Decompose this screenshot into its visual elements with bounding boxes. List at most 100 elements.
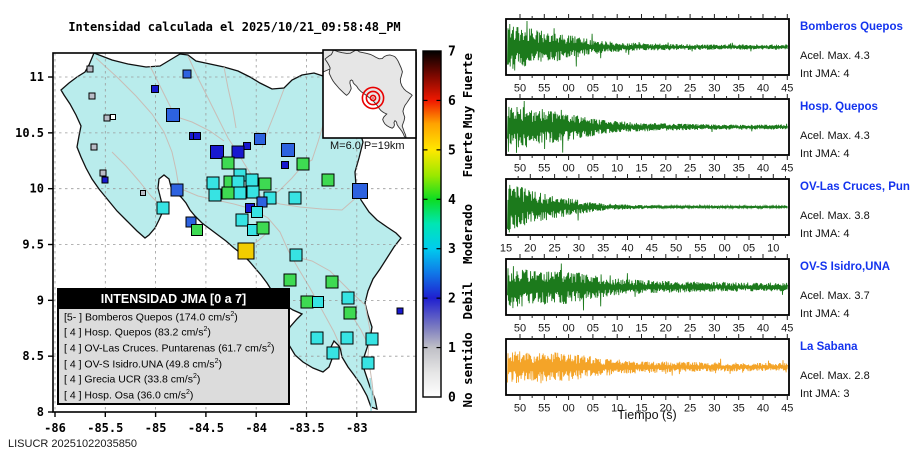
intensity-legend: INTENSIDAD JMA [0 a 7] [5- ] Bomberos Qu… xyxy=(57,288,290,406)
colorbar-tick-label: 2 xyxy=(448,292,456,307)
station-name: Hosp. Quepos xyxy=(800,101,878,113)
waveform-tick-label: 55 xyxy=(694,243,706,255)
station-marker xyxy=(243,142,251,150)
legend-body: [5- ] Bomberos Quepos (174.0 cm/s2) [ 4 ]… xyxy=(59,309,288,403)
x-tick-label: -84 xyxy=(245,421,267,435)
waveform-tick-label: 15 xyxy=(635,403,647,415)
accel-max-label: Acel. Max. 2.8 xyxy=(800,370,870,382)
waveform-tick-label: 35 xyxy=(733,83,745,95)
station-marker xyxy=(288,191,302,205)
waveform-trace xyxy=(507,351,788,384)
time-axis-label: Tiempo (s) xyxy=(617,408,676,422)
station-marker xyxy=(103,114,111,122)
y-tick-label: 9.5 xyxy=(22,238,44,252)
waveform-tick-label: 10 xyxy=(767,243,779,255)
station-name: La Sabana xyxy=(800,341,858,353)
station-marker xyxy=(281,143,295,157)
colorbar-tick-label: 1 xyxy=(448,341,456,356)
waveform-panel: 50 55 00 05 10 15 20 25 30 35 40 45 OV-S Isidro,UNA A… xyxy=(505,254,890,335)
waveform-tick-label: 40 xyxy=(757,163,769,175)
station-name: OV-Las Cruces, Puntar xyxy=(800,181,910,193)
waveform-tick-label: 40 xyxy=(621,243,633,255)
waveform-tick-label: 45 xyxy=(781,163,793,175)
station-marker xyxy=(396,307,404,315)
y-tick-label: 8 xyxy=(37,405,44,419)
intensity-category-label: Moderado xyxy=(460,204,475,264)
station-marker xyxy=(289,248,303,262)
legend-title: INTENSIDAD JMA [0 a 7] xyxy=(59,290,288,309)
waveform-trace xyxy=(507,100,788,153)
station-marker xyxy=(310,331,324,345)
y-tick-label: 9 xyxy=(37,293,44,307)
station-marker xyxy=(231,175,245,189)
station-marker xyxy=(246,185,260,199)
station-marker xyxy=(182,69,192,79)
colorbar-tick-label: 6 xyxy=(448,94,456,109)
x-tick-label: -84.5 xyxy=(188,421,224,435)
inset-map: M=6.0 P=19km xyxy=(322,49,417,152)
waveform-tick-label: 05 xyxy=(587,323,599,335)
map-axis-labels: -86 -85.5 -85 -84.5 -84 -83.5 -83 8 8.5 9 9.5 10 10.… xyxy=(15,70,368,435)
station-marker xyxy=(206,176,220,190)
station-marker xyxy=(151,85,159,93)
colorbar-tick-label: 7 xyxy=(448,45,456,60)
waveform-tick-label: 35 xyxy=(733,163,745,175)
waveform-tick-label: 35 xyxy=(733,403,745,415)
x-tick-label: -85.5 xyxy=(87,421,123,435)
waveform-tick-label: 15 xyxy=(500,243,512,255)
x-tick-label: -83.5 xyxy=(288,421,324,435)
station-marker xyxy=(321,173,335,187)
station-marker xyxy=(365,332,379,346)
page-title: Intensidad calculada el 2025/10/21_09:58… xyxy=(68,20,401,34)
station-marker xyxy=(341,291,355,305)
station-marker xyxy=(256,221,270,235)
waveform-tick-label: 50 xyxy=(514,163,526,175)
station-marker xyxy=(110,114,116,120)
waveform-tick-label: 20 xyxy=(660,323,672,335)
watermark: LISUCR 20251022035850 xyxy=(8,438,138,450)
colorbar-tick-label: 0 xyxy=(448,391,456,406)
station-marker xyxy=(254,133,266,145)
y-tick-label: 10.5 xyxy=(15,126,44,140)
waveform-tick-label: 30 xyxy=(708,323,720,335)
waveform-tick-label: 40 xyxy=(757,83,769,95)
waveform-tick-label: 50 xyxy=(514,403,526,415)
waveform-tick-label: 10 xyxy=(611,323,623,335)
legend-entry: [ 4 ] OV-Las Cruces. Puntarenas (61.7 cm… xyxy=(64,341,275,355)
x-tick-label: -83 xyxy=(346,421,368,435)
int-jma-label: Int JMA: 4 xyxy=(800,148,850,160)
waveform-tick-label: 00 xyxy=(562,83,574,95)
station-marker xyxy=(88,92,96,100)
legend-entry: [ 4 ] Grecia UCR (33.8 cm/s2) xyxy=(64,373,201,386)
accel-max-label: Acel. Max. 4.3 xyxy=(800,130,870,142)
waveform-tick-label: 45 xyxy=(646,243,658,255)
legend-entry: [5- ] Bomberos Quepos (174.0 cm/s2) xyxy=(64,310,238,324)
y-tick-label: 8.5 xyxy=(22,349,44,363)
station-marker xyxy=(352,183,368,199)
station-marker xyxy=(256,196,268,208)
station-marker xyxy=(361,356,375,370)
intensity-category-label: No sentido xyxy=(460,332,475,407)
colorbar-tick-label: 5 xyxy=(448,143,456,158)
station-marker xyxy=(340,331,354,345)
waveform-tick-label: 40 xyxy=(757,403,769,415)
waveform-tick-label: 00 xyxy=(719,243,731,255)
x-tick-label: -85 xyxy=(145,421,167,435)
station-marker xyxy=(208,188,222,202)
station-name: OV-S Isidro,UNA xyxy=(800,261,890,273)
station-marker xyxy=(86,65,94,73)
waveform-tick-label: 55 xyxy=(538,83,550,95)
waveform-tick-label: 30 xyxy=(708,403,720,415)
station-marker xyxy=(166,108,180,122)
waveform-panel: 50 55 00 05 10 15 20 25 30 35 40 45 Hosp. Quepos Acel… xyxy=(505,94,878,175)
station-marker xyxy=(300,295,314,309)
station-marker xyxy=(343,306,357,320)
inset-caption: M=6.0 P=19km xyxy=(330,140,405,152)
intensity-category-label: Muy Fuerte xyxy=(460,52,475,128)
station-marker xyxy=(281,161,289,169)
station-marker xyxy=(170,183,184,197)
waveform-trace xyxy=(507,20,788,71)
waveform-tick-label: 25 xyxy=(684,403,696,415)
